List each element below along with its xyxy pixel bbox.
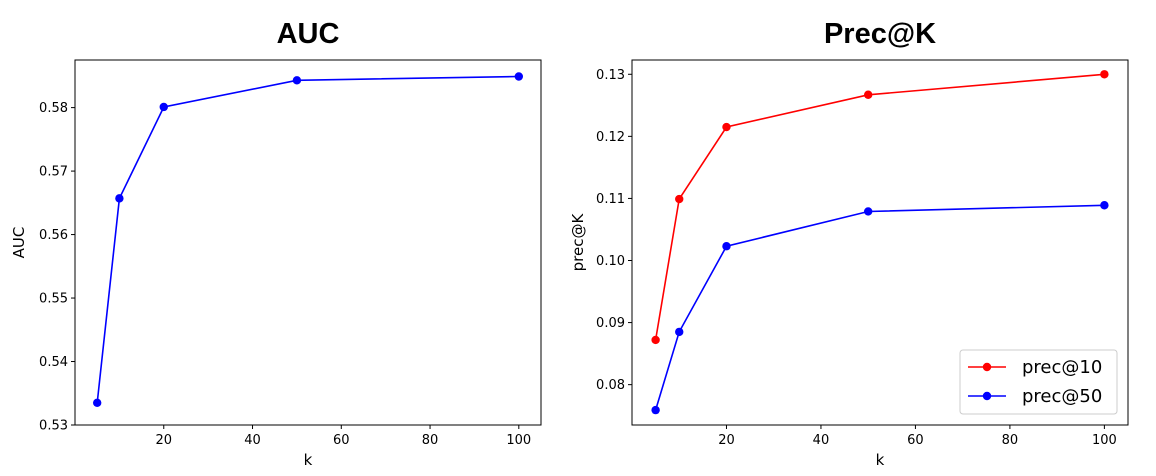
y-tick-label: 0.12	[596, 130, 625, 145]
data-point-series	[159, 102, 168, 112]
plot-area-frame	[74, 59, 542, 426]
x-tick-label: 20	[718, 433, 735, 448]
y-tick-label: 0.58	[39, 101, 68, 116]
chart-title: AUC	[277, 18, 340, 50]
x-tick-label: 60	[907, 433, 924, 448]
data-point-series	[292, 76, 302, 85]
x-tick-label: 20	[155, 433, 172, 448]
data-point-prec-10	[863, 90, 873, 99]
data-point-prec-50	[722, 242, 731, 251]
data-point-prec-50	[1100, 201, 1109, 210]
legend: prec@10 prec@50	[959, 349, 1118, 415]
data-point-prec-50	[863, 207, 873, 216]
legend-marker	[982, 362, 992, 372]
x-tick-label: 40	[813, 433, 830, 448]
data-point-prec-10	[651, 335, 660, 345]
x-tick-label: 100	[1092, 433, 1117, 448]
y-tick-label: 0.13	[596, 68, 625, 83]
y-axis-label: AUC	[10, 227, 28, 259]
y-tick-label: 0.09	[596, 316, 625, 331]
y-tick-label: 0.57	[39, 165, 68, 180]
y-tick-label: 0.11	[596, 192, 625, 207]
x-tick-label: 60	[333, 433, 350, 448]
x-tick-label: 100	[506, 433, 531, 448]
y-tick-label: 0.56	[39, 228, 68, 243]
series-line-series	[96, 75, 519, 403]
legend-marker	[982, 391, 992, 401]
legend-label: prec@10	[1022, 357, 1102, 378]
chart-panel-2: Prec@K 20 40 60 80 100 0.08 0.09 0.10 0.11 0.12 0.1…	[569, 18, 1129, 469]
data-point-prec-50	[651, 405, 660, 415]
data-point-prec-10	[1100, 70, 1109, 79]
data-point-prec-50	[675, 327, 684, 337]
y-tick-label: 0.55	[39, 292, 68, 307]
chart-title: Prec@K	[824, 18, 936, 50]
x-tick-label: 40	[244, 433, 261, 448]
data-point-prec-10	[722, 122, 731, 132]
y-tick-label: 0.10	[596, 254, 625, 269]
y-tick-label: 0.53	[39, 419, 68, 434]
x-tick-label: 80	[1002, 433, 1019, 448]
legend-label: prec@50	[1022, 386, 1102, 407]
chart-panel-1: AUC 20 40 60 80 100 0.53 0.54 0.55 0.56 0.57 0.58 k A…	[10, 18, 542, 469]
legend-box	[959, 349, 1118, 415]
data-point-series	[514, 72, 524, 81]
x-tick-label: 80	[422, 433, 439, 448]
y-tick-label: 0.54	[39, 355, 68, 370]
data-point-prec-10	[675, 194, 684, 204]
plot-area-frame	[631, 59, 1129, 426]
y-axis-label: prec@K	[569, 213, 587, 272]
x-axis-label: k	[876, 451, 885, 469]
x-axis-label: k	[304, 451, 313, 469]
data-point-series	[92, 398, 102, 407]
data-point-series	[115, 194, 124, 203]
y-tick-label: 0.08	[596, 378, 625, 393]
